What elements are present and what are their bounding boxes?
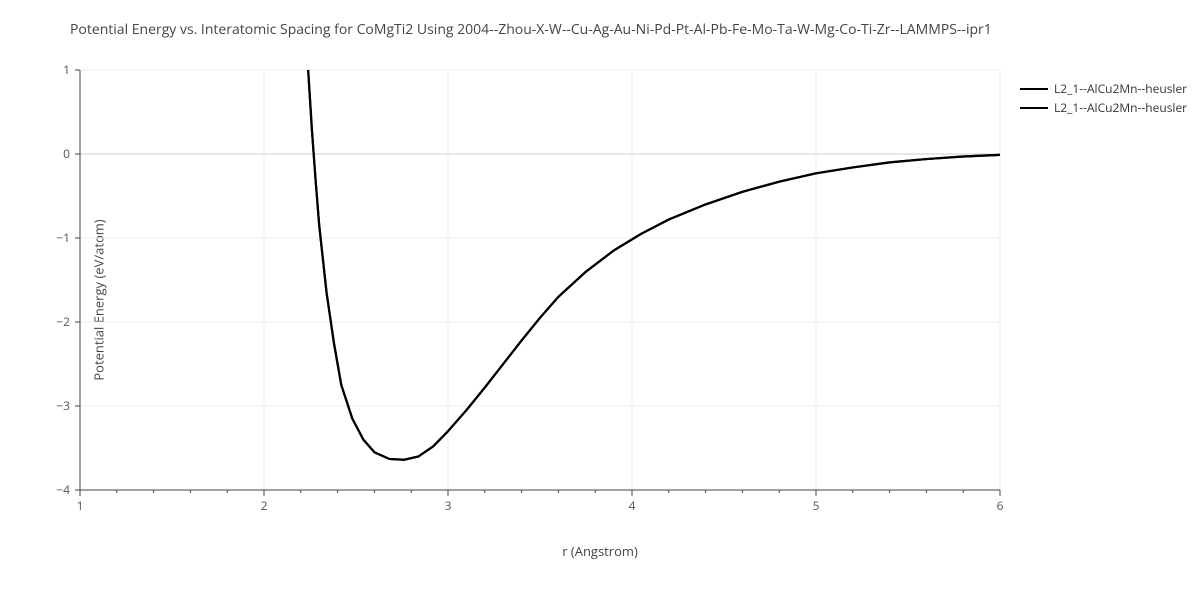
- y-tick-label: 0: [63, 145, 70, 162]
- plot-svg: −4−3−2−101123456: [80, 70, 1000, 490]
- x-tick-label: 3: [445, 497, 452, 514]
- chart-title: Potential Energy vs. Interatomic Spacing…: [60, 20, 1180, 39]
- legend-item[interactable]: L2_1--AlCu2Mn--heusler: [1020, 80, 1187, 97]
- x-tick-label: 1: [77, 497, 84, 514]
- legend-label: L2_1--AlCu2Mn--heusler: [1054, 80, 1187, 97]
- legend-swatch: [1020, 88, 1048, 90]
- y-tick-label: −2: [56, 313, 70, 330]
- x-axis-label: r (Angstrom): [562, 542, 638, 560]
- x-tick-label: 4: [629, 497, 636, 514]
- x-tick-label: 6: [997, 497, 1004, 514]
- y-tick-label: 1: [63, 61, 70, 78]
- x-tick-label: 2: [261, 497, 268, 514]
- y-tick-label: −4: [56, 481, 70, 498]
- legend-label: L2_1--AlCu2Mn--heusler: [1054, 99, 1187, 116]
- legend: L2_1--AlCu2Mn--heusler L2_1--AlCu2Mn--heu…: [1020, 80, 1187, 118]
- legend-swatch: [1020, 107, 1048, 109]
- y-tick-label: −3: [56, 397, 70, 414]
- series-line[interactable]: [308, 70, 1000, 460]
- y-tick-label: −1: [56, 229, 70, 246]
- legend-item[interactable]: L2_1--AlCu2Mn--heusler: [1020, 99, 1187, 116]
- plot-area[interactable]: −4−3−2−101123456: [80, 70, 1000, 490]
- series-line[interactable]: [308, 70, 1000, 460]
- x-tick-label: 5: [813, 497, 820, 514]
- chart-container: Potential Energy vs. Interatomic Spacing…: [0, 0, 1200, 600]
